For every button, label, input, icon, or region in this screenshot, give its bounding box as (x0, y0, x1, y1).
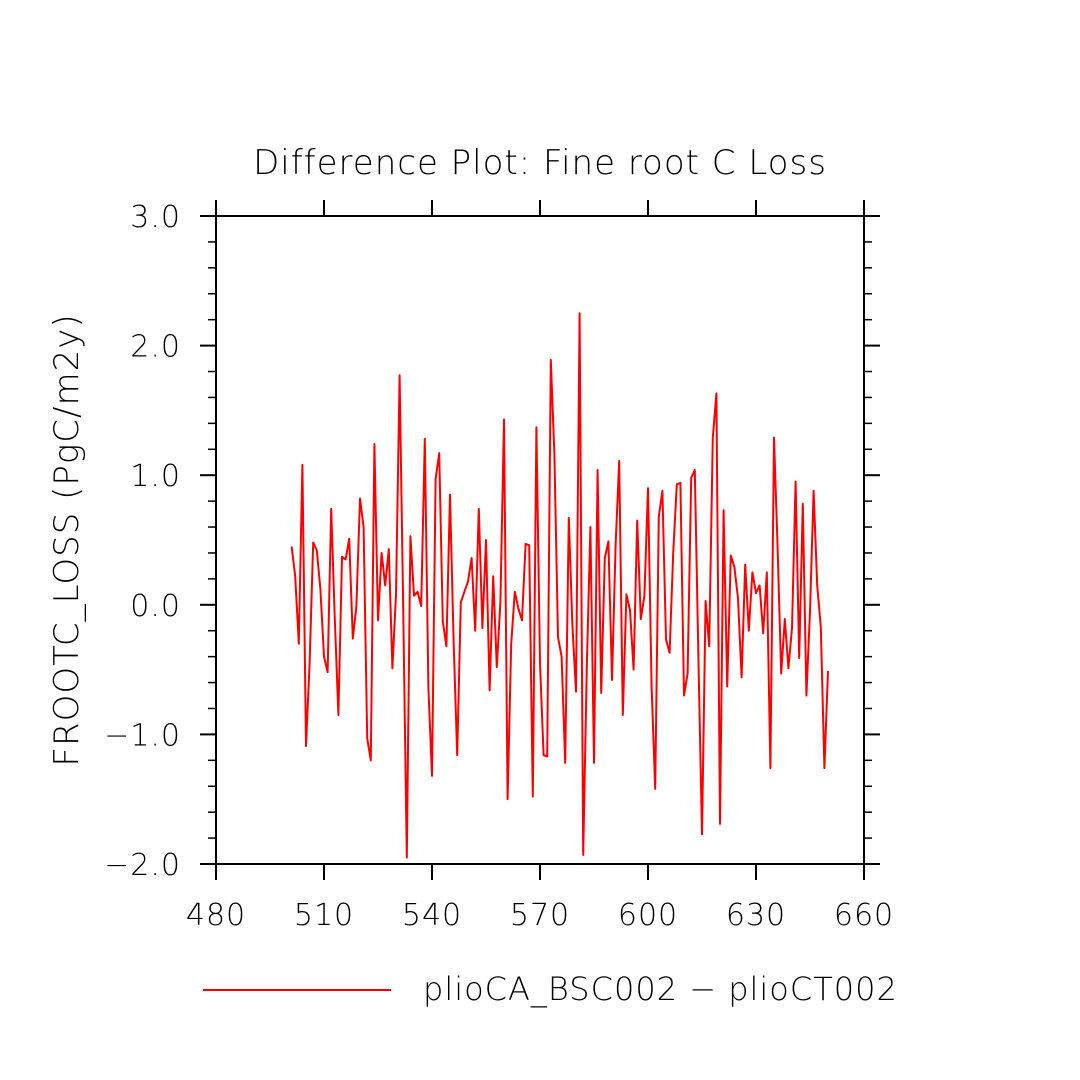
x-tick-label: 510 (294, 898, 354, 933)
x-tick-label: 600 (618, 898, 678, 933)
legend: plioCA_BSC002 − plioCT002 (203, 970, 898, 1008)
x-tick-label: 480 (186, 898, 246, 933)
series-line (290, 312, 829, 859)
axis-ticks (200, 200, 880, 880)
tick-labels: 480 510 540 570 600 630 660 −2.0 −1.0 0.0 1.0 2.0 3.… (104, 200, 894, 933)
x-tick-label: 540 (402, 898, 462, 933)
y-tick-label: −2.0 (104, 848, 181, 883)
x-tick-label: 570 (510, 898, 570, 933)
x-tick-label: 630 (726, 898, 786, 933)
y-tick-label: −1.0 (104, 718, 181, 753)
series-layer (290, 312, 829, 859)
y-tick-label: 1.0 (130, 459, 181, 494)
x-tick-label: 660 (834, 898, 894, 933)
plot-frame (215, 215, 865, 865)
y-tick-label: 2.0 (130, 330, 181, 365)
chart-title: Difference Plot: Fine root C Loss (253, 143, 827, 183)
legend-label: plioCA_BSC002 − plioCT002 (423, 970, 898, 1008)
y-tick-label: 0.0 (130, 589, 181, 624)
y-axis-label: FROOTC_LOSS (PgC/m2y) (47, 313, 87, 766)
y-tick-label: 3.0 (130, 200, 181, 235)
